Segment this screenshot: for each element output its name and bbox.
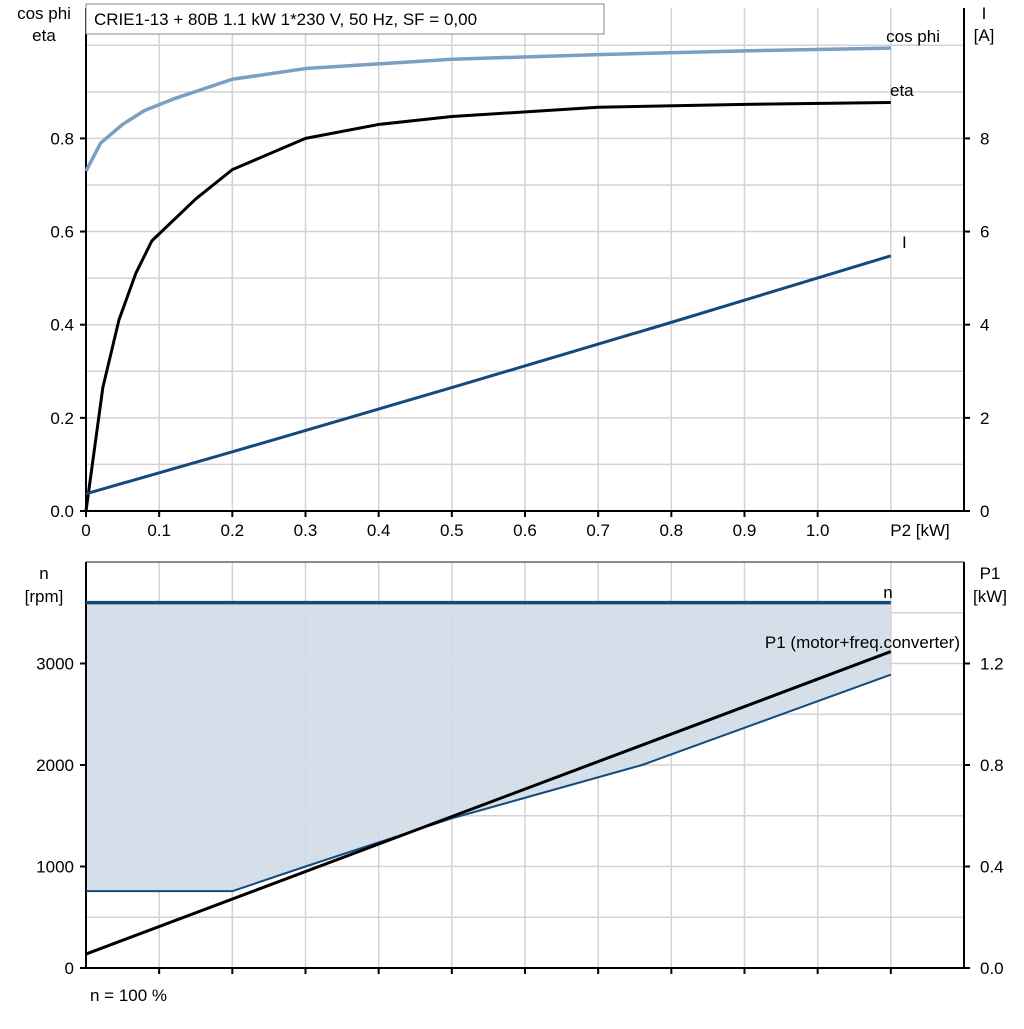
y-left-tick-label: 3000 xyxy=(36,655,74,674)
x-tick-label: 1.0 xyxy=(806,521,830,540)
y-left-tick-label: 0 xyxy=(65,959,74,978)
title-box xyxy=(85,3,605,35)
footnote: n = 100 % xyxy=(90,986,167,1005)
y-left-tick-label: 0.8 xyxy=(50,129,74,148)
y-right-tick-label: 0.0 xyxy=(980,959,1004,978)
x-tick-label: 0.1 xyxy=(147,521,171,540)
x-tick-label: 0.7 xyxy=(586,521,610,540)
y-left-tick-label: 1000 xyxy=(36,858,74,877)
y-right-tick-label: 2 xyxy=(980,409,989,428)
series-label-eta: eta xyxy=(890,81,914,100)
y-right-tick-label: 6 xyxy=(980,223,989,242)
y-left-label-eta: eta xyxy=(32,26,56,45)
series-label-p1: P1 (motor+freq.converter) xyxy=(765,633,960,652)
y-left-tick-label: 2000 xyxy=(36,756,74,775)
top-chart: 0 0.1 0.2 0.3 0.4 0.5 0.6 0.7 0.8 0.9 1.0 0.0 0.2 0.4… xyxy=(50,8,989,540)
series-label-current: I xyxy=(902,233,907,252)
y-left-tick-label: 0.4 xyxy=(50,316,74,335)
bottom-y-left-label-n: n xyxy=(39,564,48,583)
y-right-tick-label: 0 xyxy=(980,502,989,521)
series-line-p1 xyxy=(85,650,892,956)
operating-area xyxy=(86,602,891,892)
x-tick-label: 0.9 xyxy=(733,521,757,540)
chart-title: CRIE1-13 + 80B 1.1 kW 1*230 V, 50 Hz, SF… xyxy=(94,10,477,29)
y-right-tick-label: 8 xyxy=(980,129,989,148)
y-right-tick-label: 0.8 xyxy=(980,756,1004,775)
x-tick-label: 0 xyxy=(81,521,90,540)
y-right-tick-label: 4 xyxy=(980,316,989,335)
bottom-y-right-label-unit: [kW] xyxy=(973,587,1007,606)
y-left-tick-label: 0.0 xyxy=(50,502,74,521)
series-label-n: n xyxy=(883,583,892,602)
series-line-eta xyxy=(84,101,891,512)
series-label-cosphi: cos phi xyxy=(886,27,940,46)
y-right-tick-label: 0.4 xyxy=(980,858,1004,877)
bottom-y-right-label-p1: P1 xyxy=(980,564,1001,583)
bottom-chart: 0 1000 2000 3000 0.0 0.4 0.8 1.2 n P1 (motor+freq… xyxy=(36,561,1004,978)
x-tick-label: 0.2 xyxy=(221,521,245,540)
y-right-label-unit: [A] xyxy=(974,26,995,45)
x-tick-label: 0.5 xyxy=(440,521,464,540)
bottom-y-left-label-unit: [rpm] xyxy=(25,587,64,606)
x-tick-label: 0.3 xyxy=(294,521,318,540)
series-line-cosphi xyxy=(84,46,891,172)
x-axis-label: P2 [kW] xyxy=(890,521,950,540)
y-left-label-cosphi: cos phi xyxy=(17,4,71,23)
series-line-n-min xyxy=(86,673,892,893)
y-left-tick-label: 0.2 xyxy=(50,409,74,428)
x-tick-label: 0.8 xyxy=(660,521,684,540)
y-right-tick-label: 1.2 xyxy=(980,655,1004,674)
x-tick-label: 0.4 xyxy=(367,521,391,540)
y-left-tick-label: 0.6 xyxy=(50,223,74,242)
y-right-label-i: I xyxy=(982,4,987,23)
series-line-current xyxy=(85,254,892,496)
x-tick-label: 0.6 xyxy=(513,521,537,540)
